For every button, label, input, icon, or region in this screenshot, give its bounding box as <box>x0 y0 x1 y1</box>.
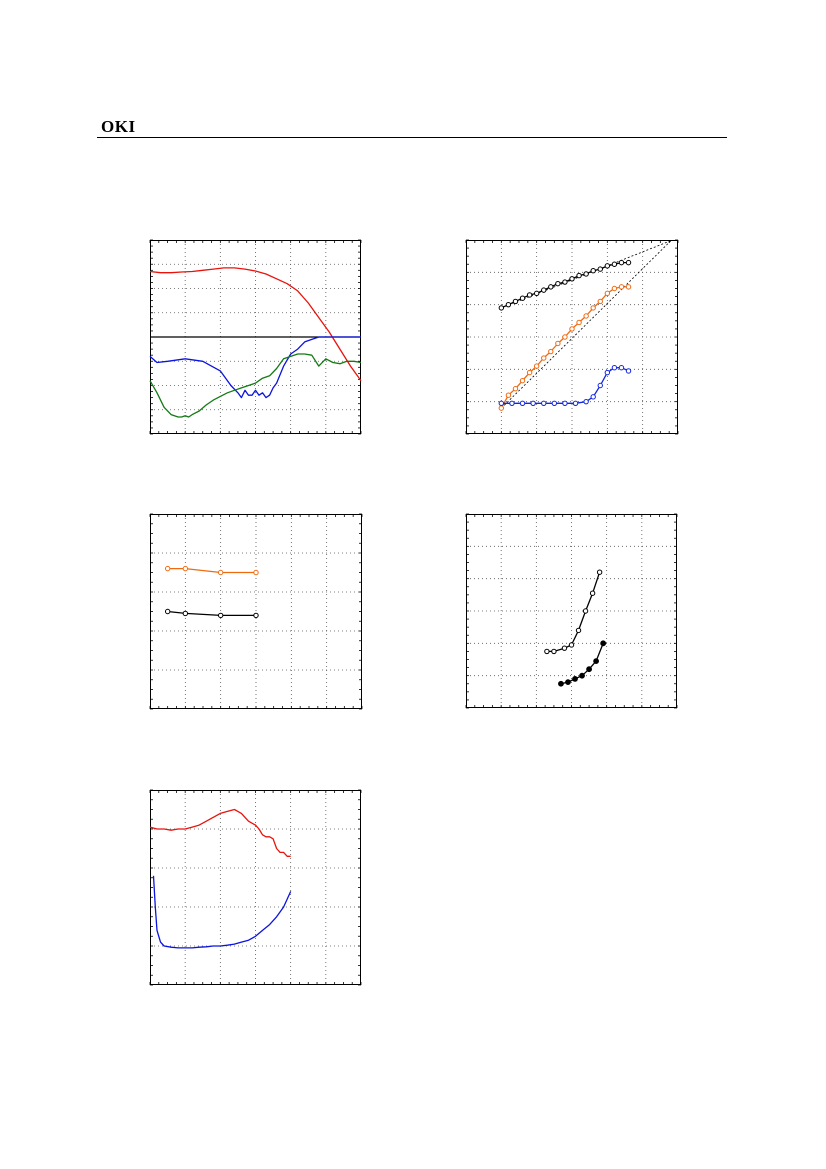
series-2-point <box>555 340 561 347</box>
series-1-point <box>611 261 618 267</box>
series-2-point <box>593 658 600 665</box>
series-1-point <box>533 290 540 297</box>
series-2-line <box>152 875 292 949</box>
series-2-point <box>558 680 564 687</box>
series-1-point <box>541 287 547 293</box>
series-1-point <box>164 565 171 572</box>
series-1-point <box>498 305 505 311</box>
series-1-point <box>555 280 561 287</box>
series-1-point <box>561 645 568 651</box>
chart-1 <box>149 239 362 435</box>
series-1-fit-line <box>501 239 672 309</box>
series-1-point <box>583 271 589 277</box>
series-3-point <box>611 365 618 371</box>
series-3-point <box>509 400 515 406</box>
series-2-line <box>149 336 361 399</box>
series-2-point <box>526 369 533 376</box>
series-2-point <box>625 284 632 290</box>
oki-logo: OKI <box>101 117 136 136</box>
series-2-point <box>565 679 571 686</box>
series-1-point <box>589 590 596 596</box>
series-2-point <box>498 405 505 411</box>
series-1-point <box>551 648 557 655</box>
series-3-point <box>572 400 579 406</box>
series-1-line <box>149 267 362 382</box>
chart-4 <box>465 513 678 709</box>
series-2-point <box>576 319 582 326</box>
series-2-point <box>548 348 554 355</box>
series-3-point <box>519 400 526 406</box>
series-2-fit-line <box>501 239 672 409</box>
series-1-point <box>618 259 625 266</box>
series-2-point <box>217 612 224 619</box>
series-1-point <box>596 569 603 575</box>
series-2-point <box>586 666 592 673</box>
series-3-point <box>604 369 611 376</box>
series-1-point <box>544 648 550 655</box>
series-1-point <box>576 272 582 279</box>
plot-frame <box>150 514 362 709</box>
series-2-point <box>533 363 540 369</box>
series-3-point <box>498 400 505 406</box>
series-1-point <box>590 268 596 274</box>
series-2-point <box>611 285 618 292</box>
series-1-point <box>562 279 568 285</box>
series-1-point <box>253 569 259 576</box>
series-2-point <box>618 284 625 290</box>
series-3-point <box>530 400 536 406</box>
series-2-point <box>569 326 575 332</box>
series-2-point <box>572 676 578 682</box>
series-1-point <box>217 569 224 576</box>
series-2-point <box>604 290 611 297</box>
series-1-point <box>569 276 575 282</box>
series-2-point <box>579 672 585 679</box>
series-1-point <box>505 301 512 308</box>
series-2-point <box>253 612 259 619</box>
series-1-point <box>575 627 582 634</box>
series-2-point <box>519 377 526 384</box>
series-1-point <box>625 259 632 266</box>
chart-5 <box>149 789 362 986</box>
series-1-point <box>604 263 611 269</box>
series-2-point <box>505 392 512 398</box>
series-2-point <box>600 640 607 647</box>
series-2-point <box>512 386 519 392</box>
chart-3 <box>149 513 363 710</box>
series-1-point <box>568 642 575 648</box>
series-2-point <box>583 313 589 319</box>
plot-frame <box>466 514 677 708</box>
series-1-line <box>167 567 256 574</box>
series-1-point <box>526 292 533 298</box>
series-1-point <box>548 284 554 290</box>
series-3-point <box>583 398 589 405</box>
series-2-point <box>562 334 568 340</box>
series-3-line <box>149 353 362 418</box>
series-3-point <box>625 368 632 374</box>
header-rule <box>97 137 727 138</box>
series-1-line <box>546 571 601 653</box>
series-2-line <box>167 610 256 617</box>
series-3-point <box>618 365 625 371</box>
chart-2 <box>465 239 679 435</box>
series-2-point <box>164 608 171 615</box>
series-2-point <box>597 298 603 305</box>
series-1-point <box>597 266 603 272</box>
series-3-point <box>541 400 547 406</box>
series-3-point <box>597 382 603 389</box>
series-3-point <box>551 400 558 406</box>
series-2-point <box>182 610 189 617</box>
series-1-point <box>519 295 526 301</box>
series-3-point <box>590 394 596 400</box>
series-2-line <box>500 286 629 409</box>
series-3-point <box>562 400 568 406</box>
series-1-point <box>182 565 189 572</box>
series-2-point <box>541 355 547 361</box>
plot-frame <box>466 240 678 434</box>
series-1-point <box>512 298 519 305</box>
plot-frame <box>150 790 361 985</box>
series-1-point <box>582 608 589 614</box>
series-2-point <box>590 305 596 311</box>
series-1-line <box>149 808 291 857</box>
